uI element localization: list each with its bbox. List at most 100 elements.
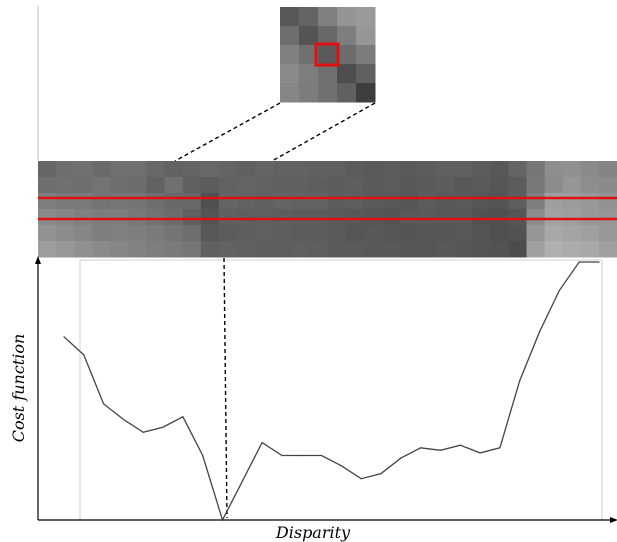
strip-cell <box>273 225 292 242</box>
strip-cell <box>164 241 184 258</box>
strip-cell <box>56 209 75 226</box>
patch-cell <box>356 45 376 65</box>
strip-cell <box>327 177 347 194</box>
strip-cell <box>56 193 75 210</box>
patch-cell <box>299 83 319 103</box>
strip-cell <box>508 177 528 194</box>
connector-left <box>174 102 281 162</box>
strip-cell <box>182 177 202 194</box>
strip-cell <box>381 209 401 226</box>
patch-cell <box>299 7 319 27</box>
strip-cell <box>182 161 202 178</box>
strip-cell <box>436 241 455 258</box>
strip-cell <box>472 241 491 258</box>
strip-cell <box>381 193 401 210</box>
cost-curve-point <box>360 478 362 480</box>
cost-curve-point <box>340 465 342 467</box>
strip-cell <box>580 241 600 258</box>
cost-curve-point <box>578 261 580 263</box>
strip-cell <box>381 177 401 194</box>
cost-curve-point <box>83 354 85 356</box>
strip-cell <box>218 209 238 226</box>
strip-cell <box>273 241 292 258</box>
strip-cell <box>182 209 202 226</box>
patch-cell <box>318 7 338 27</box>
strip-cell <box>200 177 220 194</box>
cost-curve-point <box>420 447 422 449</box>
strip-cell <box>92 193 111 210</box>
strip-cell <box>454 161 473 178</box>
patch-cell <box>280 7 300 27</box>
patch-cell <box>337 64 357 84</box>
strip-cell <box>417 241 437 258</box>
strip-cell <box>345 193 365 210</box>
cost-curve-point <box>459 444 461 446</box>
strip-cell <box>74 209 93 226</box>
patch-cell <box>280 45 300 65</box>
patch-cell <box>318 45 338 65</box>
patch-cell <box>299 26 319 46</box>
strip-cell <box>399 177 419 194</box>
strip-cell <box>164 225 184 242</box>
strip-cell <box>237 161 256 178</box>
strip-cell <box>490 241 509 258</box>
strip-cell <box>381 241 401 258</box>
patch-cell <box>299 45 319 65</box>
strip-cell <box>56 177 75 194</box>
strip-cell <box>436 177 455 194</box>
strip-cell <box>436 193 455 210</box>
strip-cell <box>526 161 546 178</box>
strip-cell <box>92 177 111 194</box>
strip-cell <box>291 209 310 226</box>
strip-cell <box>200 225 220 242</box>
strip-cell <box>399 161 419 178</box>
patch-highlight-box <box>314 42 340 67</box>
strip-cell <box>454 225 473 242</box>
strip-cell <box>237 241 256 258</box>
cost-curve-point <box>301 454 303 457</box>
strip-cell <box>38 193 57 210</box>
strip-cell <box>309 209 328 226</box>
strip-cell <box>417 209 437 226</box>
strip-cell <box>146 193 166 210</box>
strip-cell <box>508 241 528 258</box>
patch-cell <box>280 64 300 84</box>
strip-cell <box>200 161 220 178</box>
strip-cell <box>74 177 93 194</box>
strip-cell <box>110 209 129 226</box>
cost-curve-point <box>479 452 481 454</box>
strip-cell <box>309 161 328 178</box>
strip-cell <box>182 225 202 242</box>
strip-cell <box>417 193 437 210</box>
strip-cell <box>472 193 491 210</box>
strip-cell <box>218 177 238 194</box>
strip-cell <box>255 209 274 226</box>
strip-cell <box>562 225 582 242</box>
patch-cell <box>337 45 357 65</box>
strip-cell <box>399 241 419 258</box>
strip-cell <box>345 241 365 258</box>
strip-cell <box>345 161 365 178</box>
minimum-marker-line <box>223 257 228 519</box>
strip-cell <box>291 241 310 258</box>
strip-cell <box>544 161 564 178</box>
strip-cell <box>218 193 238 210</box>
cost-curve-point <box>499 447 501 449</box>
strip-cell <box>146 161 166 178</box>
strip-cell <box>417 177 437 194</box>
y-axis-arrowhead <box>35 256 41 264</box>
strip-cell <box>74 225 93 242</box>
strip-cell <box>291 161 310 178</box>
strip-cell <box>327 225 347 242</box>
strip-cell <box>580 177 600 194</box>
strip-cell <box>363 241 383 258</box>
strip-cell <box>580 225 600 242</box>
strip-cell <box>128 209 148 226</box>
patch-cell <box>337 7 357 27</box>
strip-cell <box>255 177 274 194</box>
patch-cell <box>356 64 376 84</box>
strip-cell <box>580 193 600 210</box>
strip-cell <box>309 193 328 210</box>
cost-curve-point <box>221 519 224 521</box>
strip-cell <box>164 209 184 226</box>
